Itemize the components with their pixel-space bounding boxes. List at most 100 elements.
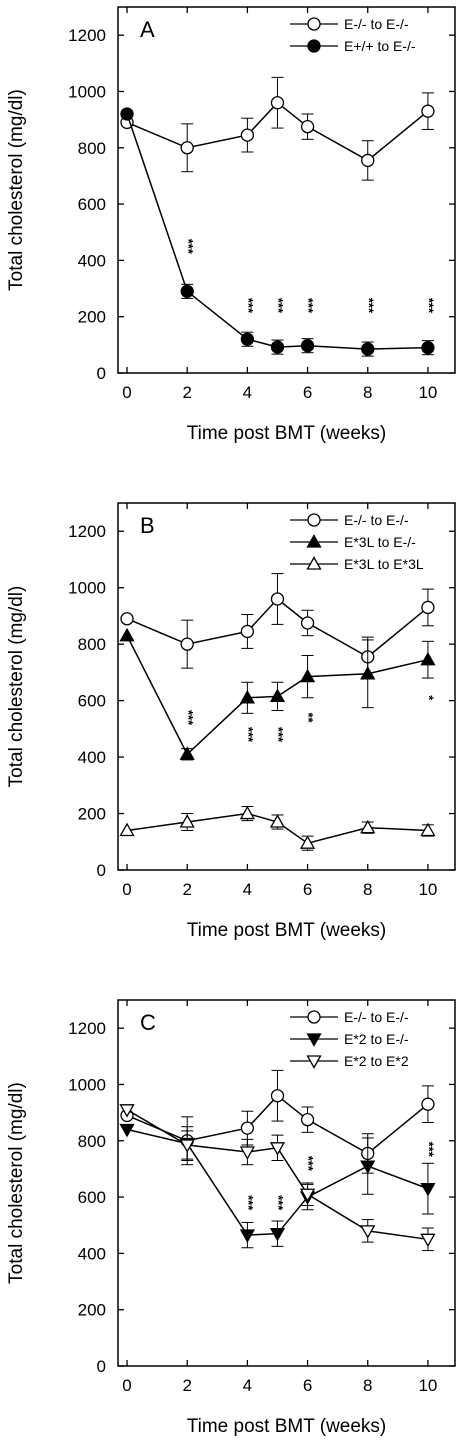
y-axis-title: Total cholesterol (mg/dl)	[6, 586, 27, 788]
data-point	[300, 120, 315, 134]
legend-label: E*2 to E*2	[344, 1053, 409, 1069]
data-point	[421, 600, 435, 615]
series-line	[126, 113, 428, 350]
data-point	[300, 339, 315, 353]
data-point	[180, 141, 194, 155]
y-tick-label: 400	[78, 1244, 106, 1263]
x-tick-label: 6	[303, 880, 312, 899]
data-point	[239, 805, 255, 820]
data-point	[299, 835, 316, 849]
significance-mark: ***	[301, 298, 316, 314]
significance-mark: ***	[421, 298, 436, 314]
data-point	[239, 1229, 255, 1243]
y-axis-title: Total cholesterol (mg/dl)	[6, 89, 27, 291]
legend-label: E*3L to E-/-	[344, 534, 416, 550]
legend-label: E-/- to E-/-	[344, 16, 409, 32]
y-tick-label: 0	[97, 1357, 106, 1376]
significance-mark: ***	[271, 727, 286, 743]
legend-label: E-/- to E-/-	[344, 512, 409, 528]
data-point	[240, 1121, 255, 1135]
legend: E-/- to E-/- E+/+ to E-/-	[290, 16, 416, 54]
data-point	[239, 1146, 255, 1160]
data-point	[179, 814, 195, 828]
data-point	[360, 819, 376, 834]
data-point	[120, 107, 134, 121]
x-tick-label: 8	[363, 1376, 372, 1395]
x-tick-label: 0	[122, 383, 131, 402]
data-point	[360, 1225, 376, 1239]
y-tick-label: 1000	[68, 579, 106, 598]
significance-mark: ***	[271, 298, 286, 314]
legend: E-/- to E-/- E*2 to E-/- E*2 to E*2	[290, 1009, 409, 1069]
y-tick-label: 800	[78, 635, 106, 654]
panel-letter: A	[140, 17, 155, 42]
x-tick-label: 10	[418, 880, 437, 899]
data-point	[269, 688, 286, 703]
plot-frame	[117, 999, 456, 1367]
chart-panel-a: 0 200 400 600 800 1000 1200 0 2 4 6 8 10 Time post BM…	[6, 6, 456, 444]
data-point	[179, 746, 195, 760]
x-tick-label: 2	[182, 880, 191, 899]
y-tick-label: 0	[97, 861, 106, 880]
x-axis-title: Time post BMT (weeks)	[187, 423, 387, 444]
significance-mark: **	[301, 712, 316, 723]
y-tick-label: 1000	[68, 1075, 106, 1094]
data-point	[240, 128, 255, 142]
legend-marker	[306, 534, 322, 548]
series-2	[119, 805, 436, 851]
y-tick-label: 200	[78, 805, 106, 824]
significance-mark: ***	[181, 710, 196, 726]
y-tick-label: 0	[97, 364, 106, 383]
data-point	[300, 616, 315, 630]
data-point	[119, 1123, 135, 1138]
y-tick-label: 1200	[68, 26, 106, 45]
significance-mark: ***	[361, 298, 376, 314]
y-tick-label: 1200	[68, 522, 106, 541]
data-point	[300, 1113, 315, 1127]
data-point	[420, 651, 436, 666]
significance-mark: ***	[241, 1195, 256, 1211]
series-1	[119, 627, 436, 761]
x-axis-title: Time post BMT (weeks)	[187, 920, 387, 941]
data-point	[269, 1228, 286, 1242]
data-point	[270, 340, 285, 354]
y-tick-label: 200	[78, 1301, 106, 1320]
data-point	[240, 332, 255, 346]
data-point	[421, 1097, 435, 1111]
significance-mark: ***	[181, 239, 196, 255]
significance-mark: ***	[421, 1142, 436, 1158]
significance-mark: ***	[241, 727, 256, 743]
data-point	[269, 814, 286, 828]
legend-marker	[307, 17, 321, 31]
data-point	[119, 1104, 135, 1118]
legend: E-/- to E-/- E*3L to E-/- E*3L to E*3L	[290, 512, 424, 572]
chart-panel-b: 0 200 400 600 800 1000 1200 0 2 4 6 8 10 Time post BM…	[6, 502, 456, 941]
data-point	[119, 822, 135, 837]
x-tick-label: 2	[182, 1376, 191, 1395]
x-tick-label: 4	[243, 383, 252, 402]
y-tick-label: 800	[78, 1132, 106, 1151]
x-tick-label: 2	[182, 383, 191, 402]
legend-marker	[306, 1055, 322, 1069]
series-line	[126, 1109, 429, 1241]
y-tick-label: 800	[78, 139, 106, 158]
x-tick-label: 0	[122, 1376, 131, 1395]
significance-mark: *	[421, 695, 436, 701]
legend-label: E-/- to E-/-	[344, 1009, 409, 1025]
data-point	[299, 668, 316, 683]
legend-label: E*2 to E-/-	[344, 1031, 409, 1047]
data-point	[420, 822, 436, 837]
series-0	[120, 76, 435, 181]
x-tick-label: 8	[363, 880, 372, 899]
data-point	[270, 96, 285, 110]
y-tick-label: 1000	[68, 82, 106, 101]
data-point	[420, 1182, 436, 1197]
data-point	[299, 1188, 316, 1203]
chart-panel-c: 0 200 400 600 800 1000 1200 0 2 4 6 8 10 Time post BM…	[6, 999, 456, 1437]
x-tick-label: 0	[122, 880, 131, 899]
significance-mark: ***	[241, 298, 256, 314]
x-tick-label: 6	[303, 1376, 312, 1395]
data-point	[119, 627, 135, 642]
x-tick-label: 4	[243, 880, 252, 899]
x-tick-label: 10	[418, 1376, 437, 1395]
